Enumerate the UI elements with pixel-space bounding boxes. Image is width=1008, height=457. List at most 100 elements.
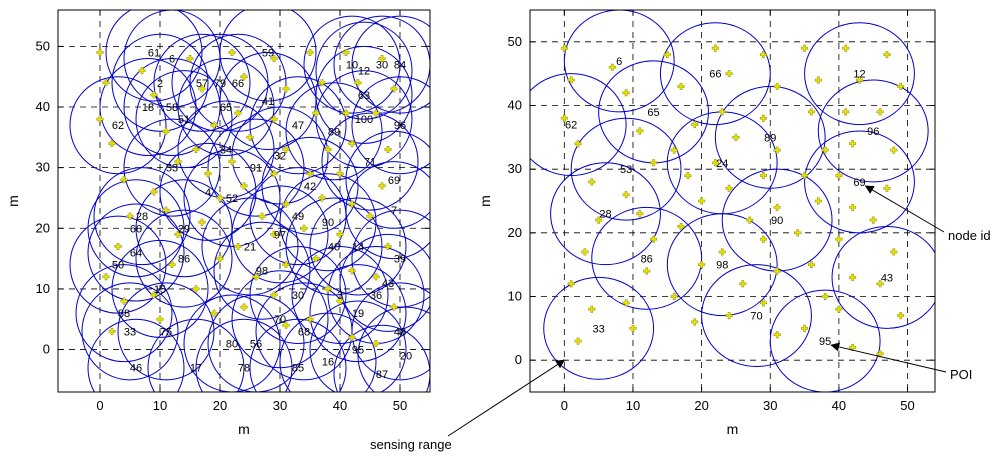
node-id-label: 90 [322, 217, 334, 229]
node-id-label: 85 [292, 363, 304, 375]
sensing-circle [135, 70, 233, 169]
poi-marker [235, 110, 241, 117]
poi-marker [313, 110, 319, 117]
node-id-label: 50 [112, 260, 124, 272]
node-id-label: 62 [112, 120, 124, 132]
poi-marker [271, 291, 277, 298]
x-tick-label: 50 [900, 398, 914, 413]
poi-marker [337, 231, 343, 238]
poi-marker [367, 213, 373, 220]
node-id-label: 30 [292, 290, 304, 302]
poi-marker [801, 325, 808, 332]
poi-marker [849, 274, 856, 281]
poi-marker [568, 77, 575, 84]
poi-marker [211, 122, 217, 129]
node-id-label: 28 [136, 211, 148, 223]
poi-marker [355, 79, 361, 86]
poi-marker [307, 49, 313, 56]
poi-marker [379, 55, 385, 62]
poi-marker [325, 146, 331, 153]
poi-marker [712, 159, 719, 166]
poi-marker [808, 108, 815, 115]
poi-marker [307, 170, 313, 177]
sensing-circle [81, 282, 179, 381]
poi-marker [151, 291, 157, 298]
annotation-arrow [864, 185, 945, 233]
y-tick-label: 50 [36, 38, 50, 53]
poi-marker [808, 261, 815, 268]
node-id-label: 86 [178, 254, 190, 266]
poi-marker [678, 83, 685, 90]
poi-marker [732, 134, 739, 141]
sensing-circle [315, 70, 413, 169]
poi-marker [678, 223, 685, 230]
sensing-circle [351, 282, 430, 381]
poi-marker [235, 243, 241, 250]
y-tick-label: 40 [36, 99, 50, 114]
y-tick-label: 0 [515, 352, 522, 367]
poi-marker [623, 299, 630, 306]
poi-marker [193, 285, 199, 292]
x-tick-label: 40 [333, 398, 347, 413]
x-tick-label: 10 [626, 398, 640, 413]
poi-marker [760, 51, 767, 58]
poi-marker [163, 128, 169, 135]
x-axis-label: m [238, 421, 250, 437]
y-tick-label: 30 [36, 160, 50, 175]
node-id-label: 89 [328, 126, 340, 138]
poi-marker [561, 45, 568, 52]
poi-marker [325, 285, 331, 292]
poi-marker [575, 338, 582, 345]
poi-marker [319, 194, 325, 201]
poi-marker [609, 64, 616, 71]
annotation-label: sensing range [370, 437, 452, 452]
poi-marker [636, 210, 643, 217]
poi-marker [385, 243, 391, 250]
node-id-label: 3 [337, 290, 343, 302]
poi-marker [588, 178, 595, 185]
sensing-circle [207, 294, 305, 392]
poi-marker [842, 108, 849, 115]
poi-marker [283, 146, 289, 153]
node-id-label: 70 [274, 314, 286, 326]
sensing-circle [75, 264, 173, 363]
poi-marker [121, 298, 127, 305]
node-id-label: 71 [364, 157, 376, 169]
sensing-circle [333, 15, 430, 114]
node-id-label: 62 [565, 120, 577, 132]
poi-marker [650, 236, 657, 243]
poi-marker [774, 83, 781, 90]
poi-marker [229, 49, 235, 56]
poi-marker [139, 67, 145, 74]
poi-marker [739, 280, 746, 287]
poi-marker [121, 176, 127, 183]
y-axis-label: m [477, 195, 493, 207]
sensing-circle [213, 221, 311, 320]
poi-marker [349, 201, 355, 208]
node-id-label: 98 [716, 260, 728, 272]
poi-marker [650, 159, 657, 166]
node-id-label: 19 [352, 308, 364, 320]
poi-marker [103, 79, 109, 86]
node-id-label: 64 [130, 248, 142, 260]
node-id-label: 34 [220, 144, 232, 156]
annotation-arrow [447, 359, 566, 437]
sensing-circle [817, 79, 929, 183]
poi-marker [211, 310, 217, 317]
poi-marker [835, 306, 842, 313]
poi-marker [698, 198, 705, 204]
sensing-circle [769, 289, 881, 392]
sensing-circle [666, 213, 778, 317]
sensing-circle [117, 282, 215, 381]
poi-marker [774, 204, 781, 211]
sensing-circle [550, 162, 661, 266]
poi-marker [103, 273, 109, 280]
node-id-label: 30 [376, 60, 388, 72]
node-id-label: 96 [394, 120, 406, 132]
poi-marker [671, 147, 678, 154]
poi-marker [241, 73, 247, 80]
node-id-label: 6 [169, 54, 175, 66]
sensing-circle [111, 239, 209, 338]
poi-marker [856, 77, 863, 84]
